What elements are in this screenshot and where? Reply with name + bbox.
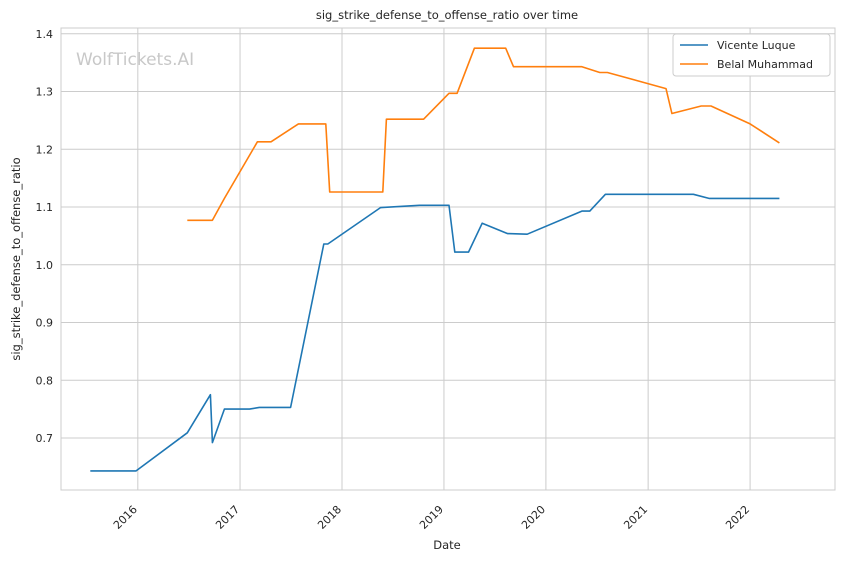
y-tick-label: 1.0 <box>36 259 54 272</box>
series-line-belal-muhammad <box>187 47 780 222</box>
x-tick-label: 2020 <box>519 503 548 532</box>
grid <box>61 28 835 490</box>
y-tick-label: 1.2 <box>36 143 54 156</box>
y-tick-label: 0.8 <box>36 374 54 387</box>
y-tick-label: 1.4 <box>36 28 54 41</box>
y-axis-ticks: 0.7 0.8 0.9 1.0 1.1 1.2 1.3 1.4 <box>36 28 54 445</box>
y-tick-label: 1.1 <box>36 201 54 214</box>
watermark-text: WolfTickets.AI <box>76 50 194 70</box>
legend-box <box>672 33 831 77</box>
legend-label-vicente-luque: Vicente Luque <box>717 39 796 52</box>
y-axis-label: sig_strike_defense_to_offense_ratio <box>9 157 23 360</box>
legend-label-belal-muhammad: Belal Muhammad <box>717 58 813 71</box>
legend: Vicente Luque Belal Muhammad <box>672 33 831 77</box>
x-tick-label: 2018 <box>315 503 344 532</box>
series-lines <box>90 47 780 472</box>
y-tick-label: 1.3 <box>36 86 54 99</box>
y-tick-label: 0.9 <box>36 317 54 330</box>
x-axis-label: Date <box>433 538 461 552</box>
x-tick-label: 2017 <box>213 503 242 532</box>
x-tick-label: 2022 <box>723 503 752 532</box>
y-tick-label: 0.7 <box>36 432 54 445</box>
x-tick-label: 2016 <box>111 503 140 532</box>
series-line-vicente-luque <box>90 193 780 472</box>
x-tick-label: 2021 <box>621 503 650 532</box>
x-tick-label: 2019 <box>417 503 446 532</box>
plot-area <box>60 27 836 491</box>
x-axis-ticks: 2016 2017 2018 2019 2020 2021 2022 <box>111 503 752 532</box>
chart-title: sig_strike_defense_to_offense_ratio over… <box>316 8 578 22</box>
